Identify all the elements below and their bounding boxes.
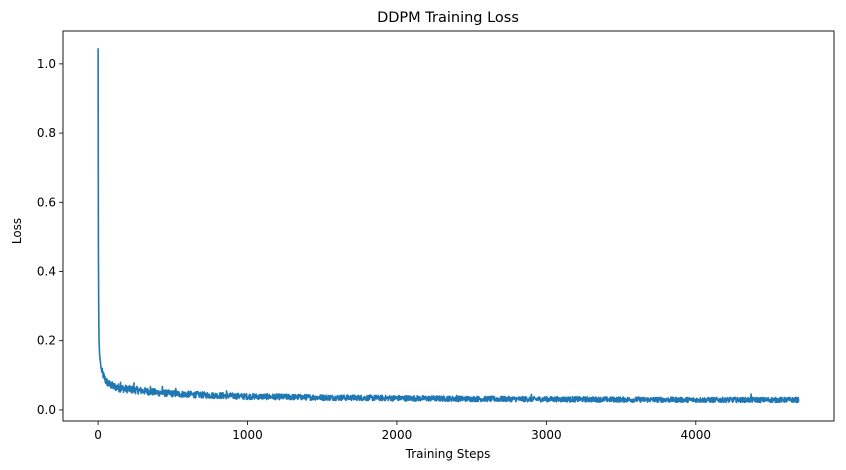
chart-title: DDPM Training Loss — [377, 10, 519, 26]
x-axis-label: Training Steps — [405, 447, 491, 461]
loss-series-line — [97, 48, 800, 404]
y-tick-label: 0.0 — [37, 403, 56, 417]
y-tick-label: 0.8 — [37, 126, 56, 140]
x-tick-label: 2000 — [382, 428, 413, 442]
x-tick-label: 3000 — [531, 428, 562, 442]
y-tick-label: 0.6 — [37, 195, 56, 209]
plot-frame — [62, 30, 835, 422]
y-axis: 0.0 0.2 0.4 0.6 0.8 1.0 — [37, 57, 63, 417]
series-layer — [97, 48, 800, 404]
x-tick-label: 4000 — [681, 428, 712, 442]
y-axis-label: Loss — [10, 218, 24, 244]
x-tick-label: 1000 — [232, 428, 263, 442]
plot-area — [62, 30, 835, 422]
y-tick-label: 0.4 — [37, 265, 56, 279]
x-axis: 0 1000 2000 3000 4000 — [94, 421, 711, 442]
y-tick-label: 0.2 — [37, 334, 56, 348]
x-tick-label: 0 — [94, 428, 102, 442]
y-tick-label: 1.0 — [37, 57, 56, 71]
